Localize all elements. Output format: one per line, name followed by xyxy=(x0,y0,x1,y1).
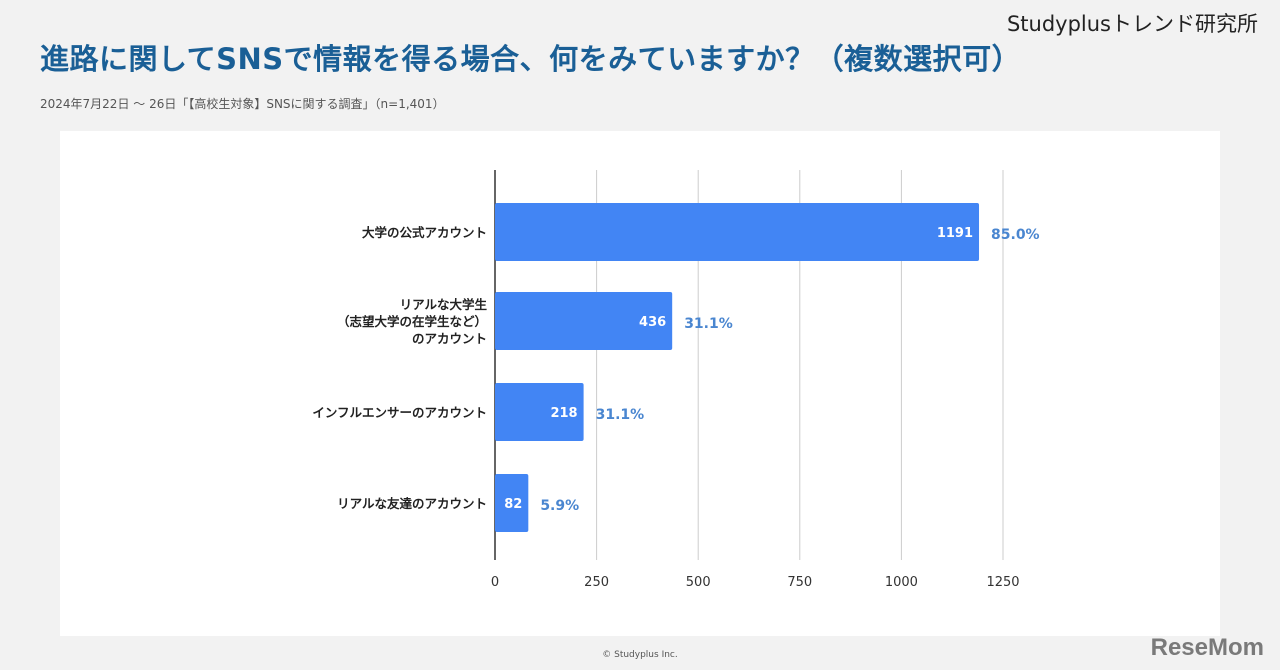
bar-value-label: 218 xyxy=(550,406,577,421)
bar-percent-label: 31.1% xyxy=(684,316,733,332)
bar-percent-label: 5.9% xyxy=(540,498,579,514)
bar xyxy=(495,203,980,261)
category-label: インフルエンサーのアカウント xyxy=(312,405,487,420)
page-title: 進路に関してSNSで情報を得る場合、何をみていますか？（複数選択可） xyxy=(40,42,1022,76)
bar-percent-label: 85.0% xyxy=(991,227,1040,243)
x-tick-label: 0 xyxy=(491,575,499,590)
category-label: 大学の公式アカウント xyxy=(362,225,487,240)
category-label: のアカウント xyxy=(412,331,487,346)
x-tick-label: 1250 xyxy=(986,575,1019,590)
x-tick-label: 750 xyxy=(787,575,812,590)
bar-value-label: 1191 xyxy=(937,226,973,241)
category-label: （志望大学の在学生など） xyxy=(337,314,487,329)
bar-percent-label: 31.1% xyxy=(596,407,645,423)
bar xyxy=(495,292,673,350)
survey-subtitle: 2024年7月22日 〜 26日「【高校生対象】SNSに関する調査」（n=1,4… xyxy=(40,97,445,111)
bar xyxy=(495,383,584,441)
brand-logo: Studyplusトレンド研究所 xyxy=(1006,12,1258,36)
category-label: リアルな友達のアカウント xyxy=(337,496,487,511)
bar-value-label: 82 xyxy=(504,497,522,512)
category-label: リアルな大学生 xyxy=(400,297,488,312)
bar-value-label: 436 xyxy=(639,315,666,330)
x-tick-label: 1000 xyxy=(885,575,918,590)
resemom-logo: ReseMom xyxy=(1150,634,1264,661)
x-tick-label: 250 xyxy=(584,575,609,590)
copyright: © Studyplus Inc. xyxy=(602,650,678,660)
bar xyxy=(495,474,529,532)
x-tick-label: 500 xyxy=(686,575,711,590)
